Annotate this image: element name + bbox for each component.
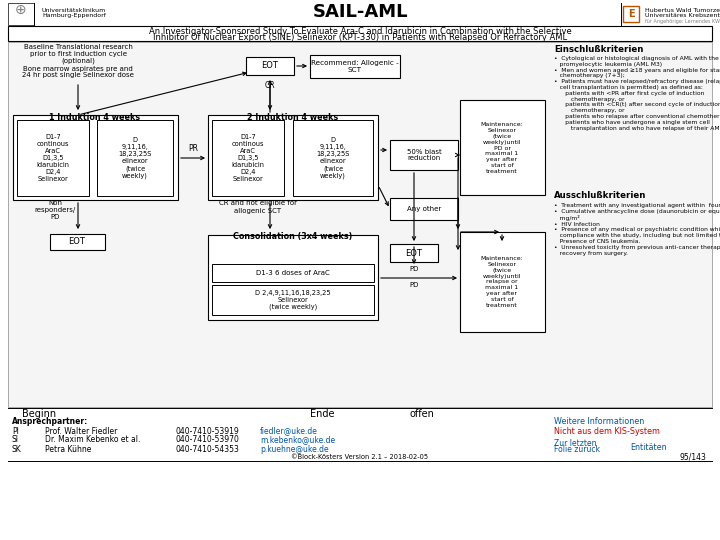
Text: EOT: EOT bbox=[261, 62, 279, 71]
Text: An Investigator-Sponsored Study To Evaluate Ara-C and Idarubicin in Combination : An Investigator-Sponsored Study To Evalu… bbox=[148, 26, 572, 36]
Text: Weitere Informationen: Weitere Informationen bbox=[554, 417, 644, 427]
Bar bbox=[97, 120, 173, 196]
Text: PR: PR bbox=[188, 144, 198, 153]
Text: Hamburg-Eppendorf: Hamburg-Eppendorf bbox=[42, 14, 106, 18]
Text: Bone marrow aspirates pre and
24 hr post single Selinexor dose: Bone marrow aspirates pre and 24 hr post… bbox=[22, 65, 134, 78]
Text: EOT: EOT bbox=[405, 248, 423, 258]
Text: EOT: EOT bbox=[68, 238, 86, 246]
Bar bbox=[8, 3, 34, 25]
Text: Maintenance:
Selinexor
(twice
weekly)until
relapse or
maximal 1
year after
start: Maintenance: Selinexor (twice weekly)unt… bbox=[481, 256, 523, 308]
Text: PD: PD bbox=[409, 266, 419, 272]
Text: m.kebenko@uke.de: m.kebenko@uke.de bbox=[260, 435, 335, 444]
Text: Recommend: Allogenic -
SCT: Recommend: Allogenic - SCT bbox=[311, 60, 399, 73]
Text: D1-7
continous
AraC
D1,3,5
Idarubicin
D2,4
Selinexor: D1-7 continous AraC D1,3,5 Idarubicin D2… bbox=[232, 134, 264, 182]
Bar bbox=[293, 120, 373, 196]
Bar bbox=[8, 42, 712, 407]
Text: SAIL-AML: SAIL-AML bbox=[312, 3, 408, 21]
Bar bbox=[8, 26, 712, 41]
Text: •  Cytological or histological diagnosis of AML with the exception of
   promyel: • Cytological or histological diagnosis … bbox=[554, 56, 720, 131]
Text: fiedler@uke.de: fiedler@uke.de bbox=[260, 427, 318, 435]
Bar bbox=[208, 235, 378, 320]
Text: offen: offen bbox=[410, 409, 435, 419]
Text: p.kuehne@uke.de: p.kuehne@uke.de bbox=[260, 444, 328, 454]
Text: SK: SK bbox=[12, 444, 22, 454]
Text: Maintenance:
Selinexor
(twice
weekly)until
PD or
maximal 1
year after
start of
t: Maintenance: Selinexor (twice weekly)unt… bbox=[481, 122, 523, 174]
Text: •  Treatment with any investigational agent within  four weeks.
•  Cumulative an: • Treatment with any investigational age… bbox=[554, 203, 720, 255]
Text: Any other: Any other bbox=[407, 206, 441, 212]
Text: 95/143: 95/143 bbox=[679, 453, 706, 462]
Text: 040-7410-53970: 040-7410-53970 bbox=[175, 435, 239, 444]
Bar bbox=[212, 285, 374, 315]
Text: 2 Induktion 4 weeks: 2 Induktion 4 weeks bbox=[248, 112, 338, 122]
Text: Inhibitor Of Nuclear Export (SINE) Selinexor (KPT-330) in Patients with Relapsed: Inhibitor Of Nuclear Export (SINE) Selin… bbox=[153, 33, 567, 43]
Bar bbox=[50, 234, 105, 250]
Text: PI: PI bbox=[12, 427, 19, 435]
Bar bbox=[17, 120, 89, 196]
Text: Folie zurück: Folie zurück bbox=[554, 446, 600, 455]
Bar bbox=[212, 120, 284, 196]
Text: Petra Kühne: Petra Kühne bbox=[45, 444, 91, 454]
Text: PD: PD bbox=[409, 282, 419, 288]
Text: für Angehörige: Lernendes KW: für Angehörige: Lernendes KW bbox=[645, 19, 720, 24]
Text: Einschlußkriterien: Einschlußkriterien bbox=[554, 45, 644, 55]
Text: Consolidation (3x4 weeks): Consolidation (3x4 weeks) bbox=[233, 233, 353, 241]
Text: Beginn: Beginn bbox=[22, 409, 56, 419]
Text: D 2,4,9,11,16,18,23,25
Selinexor
(twice weekly): D 2,4,9,11,16,18,23,25 Selinexor (twice … bbox=[255, 290, 330, 310]
Text: 040-7410-54353: 040-7410-54353 bbox=[175, 444, 239, 454]
Text: ⊕: ⊕ bbox=[15, 3, 27, 17]
Text: E: E bbox=[628, 9, 634, 19]
Bar bbox=[310, 55, 400, 78]
Text: Ausschlußkriterien: Ausschlußkriterien bbox=[554, 192, 647, 200]
Text: D1-3 6 doses of AraC: D1-3 6 doses of AraC bbox=[256, 270, 330, 276]
Text: CR: CR bbox=[265, 81, 275, 90]
Bar bbox=[390, 244, 438, 262]
Bar bbox=[13, 115, 178, 200]
Bar bbox=[460, 232, 545, 332]
Bar bbox=[390, 198, 458, 220]
Text: Universitätsklinikum: Universitätsklinikum bbox=[42, 8, 107, 12]
Text: SI: SI bbox=[12, 435, 19, 444]
Text: Hubertus Wald Tumorzentrum: Hubertus Wald Tumorzentrum bbox=[645, 8, 720, 12]
Text: Entitäten: Entitäten bbox=[630, 442, 667, 451]
Text: Non
responders/
PD: Non responders/ PD bbox=[35, 200, 76, 220]
Text: Baseline Translational research
prior to first induction cycle
(optional): Baseline Translational research prior to… bbox=[24, 44, 132, 64]
Text: 040-7410-53919: 040-7410-53919 bbox=[175, 427, 239, 435]
Text: Universitäres Krebszentrum Hamburg: Universitäres Krebszentrum Hamburg bbox=[645, 14, 720, 18]
Text: CR and not eligible for
allogenic SCT: CR and not eligible for allogenic SCT bbox=[219, 200, 297, 213]
Bar bbox=[390, 140, 458, 170]
Bar bbox=[460, 100, 545, 195]
Text: 1 Induktion 4 weeks: 1 Induktion 4 weeks bbox=[50, 112, 140, 122]
Bar bbox=[212, 264, 374, 282]
Text: Nicht aus dem KIS-System: Nicht aus dem KIS-System bbox=[554, 427, 660, 435]
Text: Ansprechpartner:: Ansprechpartner: bbox=[12, 417, 89, 427]
Text: 50% blast
reduction: 50% blast reduction bbox=[407, 148, 441, 161]
Text: D
9,11,16,
18,23,25S
elinexor
(twice
weekly): D 9,11,16, 18,23,25S elinexor (twice wee… bbox=[316, 137, 350, 179]
Bar bbox=[246, 57, 294, 75]
Bar bbox=[623, 6, 639, 22]
Text: Dr. Maxim Kebenko et al.: Dr. Maxim Kebenko et al. bbox=[45, 435, 140, 444]
Text: D
9,11,16,
18,23,25S
elinexor
(twice
weekly): D 9,11,16, 18,23,25S elinexor (twice wee… bbox=[118, 137, 152, 179]
Text: ©Block-Kösters Version 2.1 – 2018-02-05: ©Block-Kösters Version 2.1 – 2018-02-05 bbox=[292, 454, 428, 460]
Bar bbox=[208, 115, 378, 200]
Text: Ende: Ende bbox=[310, 409, 335, 419]
Text: Prof. Walter Fiedler: Prof. Walter Fiedler bbox=[45, 427, 117, 435]
Text: D1-7
continous
AraC
D1,3,5
Idarubicin
D2,4
Selinexor: D1-7 continous AraC D1,3,5 Idarubicin D2… bbox=[37, 134, 70, 182]
Text: Zur letzten: Zur letzten bbox=[554, 440, 596, 449]
